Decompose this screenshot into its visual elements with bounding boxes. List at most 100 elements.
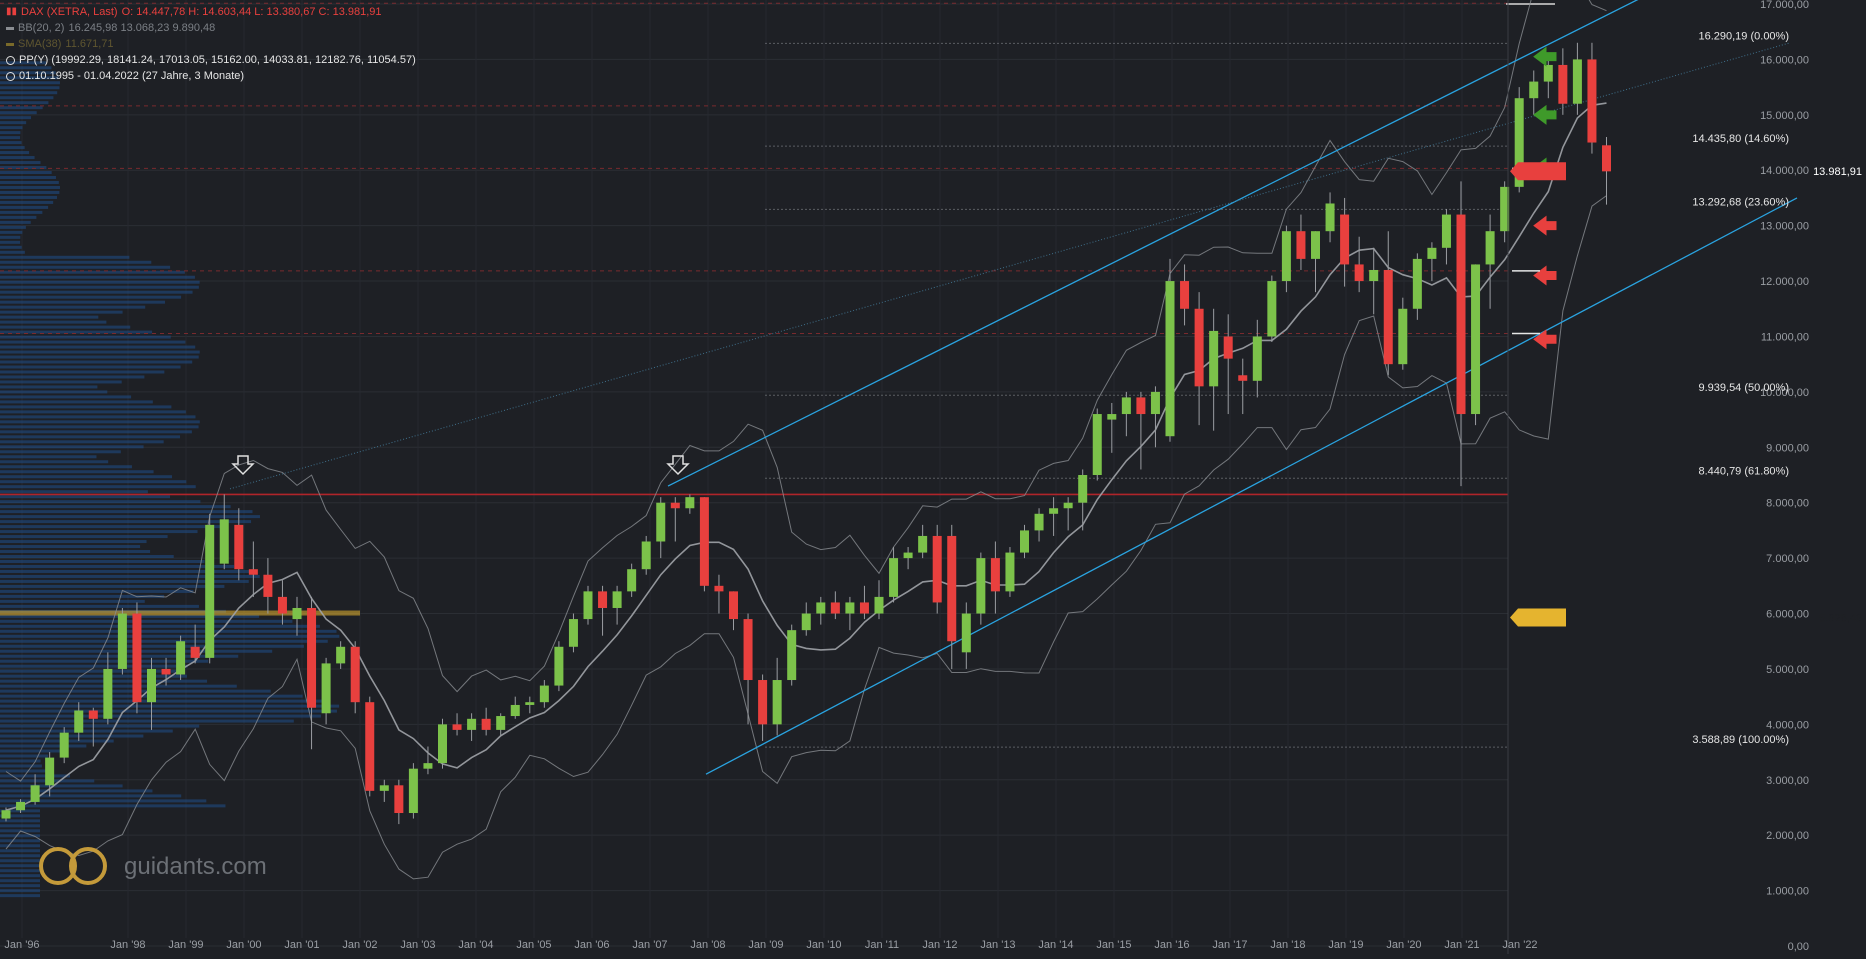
- candle-body: [1063, 502, 1073, 509]
- volume-profile-bar: [0, 106, 43, 110]
- left-arrow-icon: [1533, 104, 1557, 125]
- volume-profile-bar: [0, 200, 54, 204]
- candle-body: [1092, 414, 1102, 475]
- candle-body: [1165, 281, 1175, 437]
- volume-profile-bar: [0, 295, 182, 299]
- volume-profile-bar: [0, 470, 154, 474]
- y-tick-label: 12.000,00: [1760, 276, 1809, 288]
- sma-line: [5, 102, 1607, 811]
- volume-profile-bar: [0, 859, 40, 863]
- candle-body: [1471, 264, 1481, 415]
- volume-profile-bar: [0, 515, 260, 519]
- x-tick-label: Jan '21: [1444, 939, 1479, 951]
- left-arrow-icon: [1533, 265, 1557, 286]
- candle-body: [1078, 475, 1088, 503]
- volume-profile-bar: [0, 520, 252, 524]
- volume-profile-bar: [0, 380, 122, 384]
- volume-profile-bar: [0, 684, 237, 688]
- y-tick-label: 1.000,00: [1766, 886, 1809, 898]
- legend-bb[interactable]: BB(20, 2): [18, 22, 65, 34]
- legend-title[interactable]: DAX (XETRA, Last): [21, 6, 118, 18]
- volume-profile-bar: [0, 674, 187, 678]
- bb-swatch-icon: [6, 26, 14, 30]
- candle-body: [1267, 281, 1277, 337]
- candle-body: [1572, 59, 1582, 104]
- candle-body: [1398, 308, 1408, 365]
- volume-profile-bar: [0, 360, 193, 364]
- y-tick-label: 8.000,00: [1766, 498, 1809, 510]
- volume-profile-bar: [0, 579, 249, 583]
- volume-profile-bar: [0, 255, 130, 259]
- volume-profile-bar: [0, 809, 40, 813]
- volume-profile-bar: [0, 305, 146, 309]
- candle-body: [263, 574, 273, 597]
- candle-body: [583, 591, 593, 620]
- volume-profile-bar: [0, 614, 260, 618]
- candle-body: [1252, 336, 1262, 381]
- candle-body: [438, 724, 447, 764]
- volume-profile-bar: [0, 535, 168, 539]
- candle-body: [147, 668, 156, 703]
- candle-body: [758, 680, 768, 725]
- candle-body: [336, 646, 346, 664]
- y-tick-label: 10.000,00: [1760, 387, 1809, 399]
- volume-profile-bar: [0, 131, 21, 135]
- volume-profile-bar: [0, 869, 40, 873]
- candle-body: [1354, 264, 1364, 282]
- y-tick-label: 14.000,00: [1760, 165, 1809, 177]
- volume-profile-bar: [0, 495, 171, 499]
- candle-body: [889, 558, 899, 597]
- volume-profile-bar: [0, 300, 166, 304]
- volume-profile-bar: [0, 759, 41, 763]
- volume-profile-bar: [0, 136, 21, 140]
- volume-profile-bar: [0, 784, 123, 788]
- candle-body: [321, 663, 331, 714]
- volume-profile-bar: [0, 166, 47, 170]
- volume-profile-bar: [0, 510, 253, 514]
- volume-profile-bar: [0, 141, 22, 145]
- candle-body: [1296, 231, 1306, 259]
- candle-body: [467, 718, 477, 730]
- volume-poc-bar: [0, 610, 360, 616]
- candle-body: [714, 585, 724, 592]
- legend-pp[interactable]: PP(Y) (19992.29, 18141.24, 17013.05, 151…: [19, 54, 416, 66]
- fibonacci-labels: 16.290,19 (0.00%) 14.435,80 (14.60%) 13.29…: [1692, 30, 1789, 746]
- candle-body: [525, 702, 535, 705]
- x-tick-label: Jan '00: [226, 939, 261, 951]
- y-tick-label: 15.000,00: [1760, 110, 1809, 122]
- volume-profile-bar: [0, 559, 205, 563]
- candle-body: [510, 704, 520, 717]
- volume-profile-bar: [0, 724, 200, 728]
- x-tick-label: Jan '16: [1154, 939, 1189, 951]
- x-tick-label: Jan '14: [1038, 939, 1073, 951]
- last-price-tag-bg: [1510, 162, 1566, 181]
- volume-profile-bar: [0, 854, 40, 858]
- candle-body: [1558, 64, 1568, 104]
- volume-profile-bar: [0, 829, 40, 833]
- candle-body: [1485, 231, 1495, 265]
- volume-profile-bar: [0, 350, 200, 354]
- volume-profile-bar: [0, 270, 185, 274]
- volume-profile-bar: [0, 769, 53, 773]
- volume-profile-bar: [0, 315, 99, 319]
- volume-profile-bar: [0, 240, 21, 244]
- candle-body: [1005, 552, 1015, 592]
- trend-channel: [229, 0, 1798, 775]
- volume-profile-bar: [0, 574, 260, 578]
- volume-profile-bar: [0, 799, 207, 803]
- y-tick-label: 16.000,00: [1760, 54, 1809, 66]
- x-axis: Jan '96 Jan '98 Jan '99 Jan '00 Jan '01 Jan '…: [4, 939, 1537, 951]
- legend-sma[interactable]: SMA(38): [18, 38, 62, 50]
- candle-body: [408, 768, 418, 814]
- volume-profile-bar: [0, 345, 196, 349]
- candle-body: [452, 724, 462, 730]
- volume-profile-bar: [0, 151, 30, 155]
- volume-profile-bar: [0, 864, 40, 868]
- level-price-tag-bg: [1510, 608, 1566, 627]
- volume-profile-bar: [0, 190, 60, 194]
- candle-body: [1412, 258, 1422, 309]
- volume-profile-bar: [0, 739, 114, 743]
- volume-profile-bar: [0, 205, 49, 209]
